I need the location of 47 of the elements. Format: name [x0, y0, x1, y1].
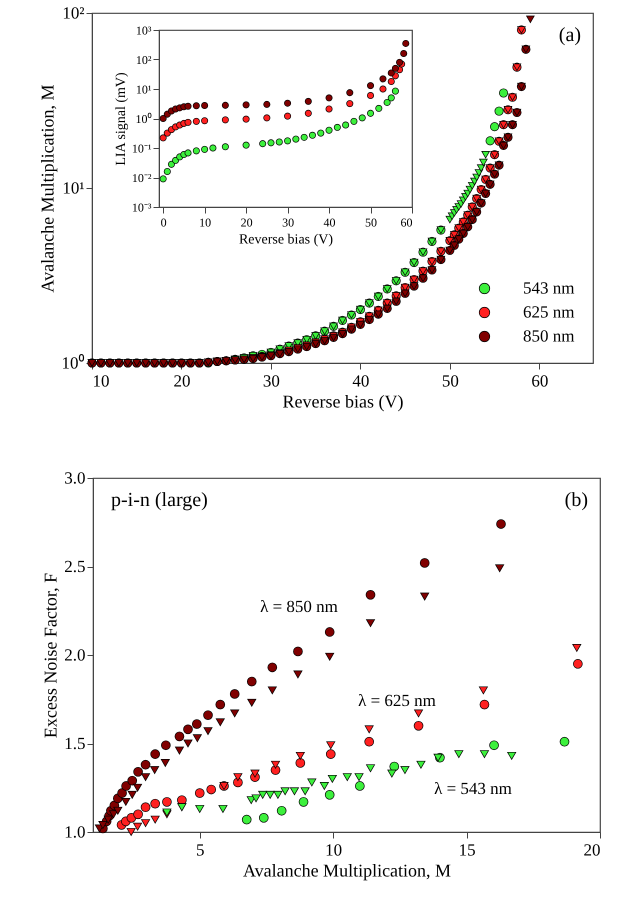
x-tick-label: 15 — [458, 840, 476, 860]
y-tick-label: 10² — [62, 4, 84, 22]
x-tick-label: 40 — [352, 372, 370, 390]
annotation: λ = 543 nm — [434, 779, 512, 798]
annotation: λ = 625 nm — [358, 691, 436, 710]
x-tick-label: 60 — [400, 216, 412, 230]
y-tick-label: 10⁻¹ — [132, 142, 152, 156]
x-tick-label: 10 — [92, 372, 110, 390]
y-tick-label: 2.5 — [64, 557, 86, 576]
y-tick-label: 10¹ — [136, 82, 152, 96]
x-tick-label: 40 — [324, 216, 336, 230]
legend-label: 850 nm — [523, 326, 574, 346]
x-tick-label: 10 — [199, 216, 212, 230]
y-tick-label: 10² — [136, 53, 152, 67]
y-axis-title: Excess Noise Factor, F — [40, 572, 60, 738]
y-axis-title: Avalanche Multiplication, M — [38, 84, 58, 293]
annotation: λ = 850 nm — [260, 597, 338, 616]
x-tick-label: 60 — [531, 372, 548, 390]
y-axis-title: LIA signal (mV) — [114, 72, 129, 166]
x-axis-title: Avalanche Multiplication, M — [242, 860, 452, 880]
y-tick-label: 10³ — [136, 24, 152, 38]
x-tick-label: 10 — [325, 840, 342, 860]
y-tick-label: 10¹ — [62, 178, 84, 198]
y-tick-label: 1.5 — [64, 734, 86, 753]
y-tick-label: 3.0 — [64, 468, 86, 488]
x-tick-label: 50 — [442, 372, 459, 390]
y-tick-label: 10⁻³ — [132, 200, 152, 214]
y-tick-label: 2.0 — [64, 646, 86, 664]
y-tick-label: 1.0 — [64, 822, 86, 842]
x-tick-label: 30 — [262, 372, 280, 390]
y-tick-label: 10⁻² — [132, 171, 152, 185]
x-tick-label: 20 — [240, 216, 253, 230]
y-tick-label: 10⁰ — [136, 112, 152, 126]
x-tick-label: 5 — [196, 840, 204, 860]
x-tick-label: 50 — [365, 216, 378, 230]
annotation: (a) — [558, 24, 581, 46]
annotation: (b) — [564, 489, 588, 511]
x-tick-label: 0 — [160, 216, 167, 230]
legend-label: 625 nm — [523, 302, 574, 322]
legend-label: 543 nm — [523, 278, 574, 298]
x-tick-label: 20 — [584, 840, 600, 860]
annotation: p-i-n (large) — [111, 489, 208, 511]
x-tick-label: 20 — [173, 372, 190, 390]
x-axis-title: Reverse bias (V) — [282, 392, 404, 412]
x-tick-label: 30 — [282, 216, 294, 230]
y-tick-label: 10⁰ — [62, 354, 84, 372]
x-axis-title: Reverse bias (V) — [238, 232, 334, 248]
